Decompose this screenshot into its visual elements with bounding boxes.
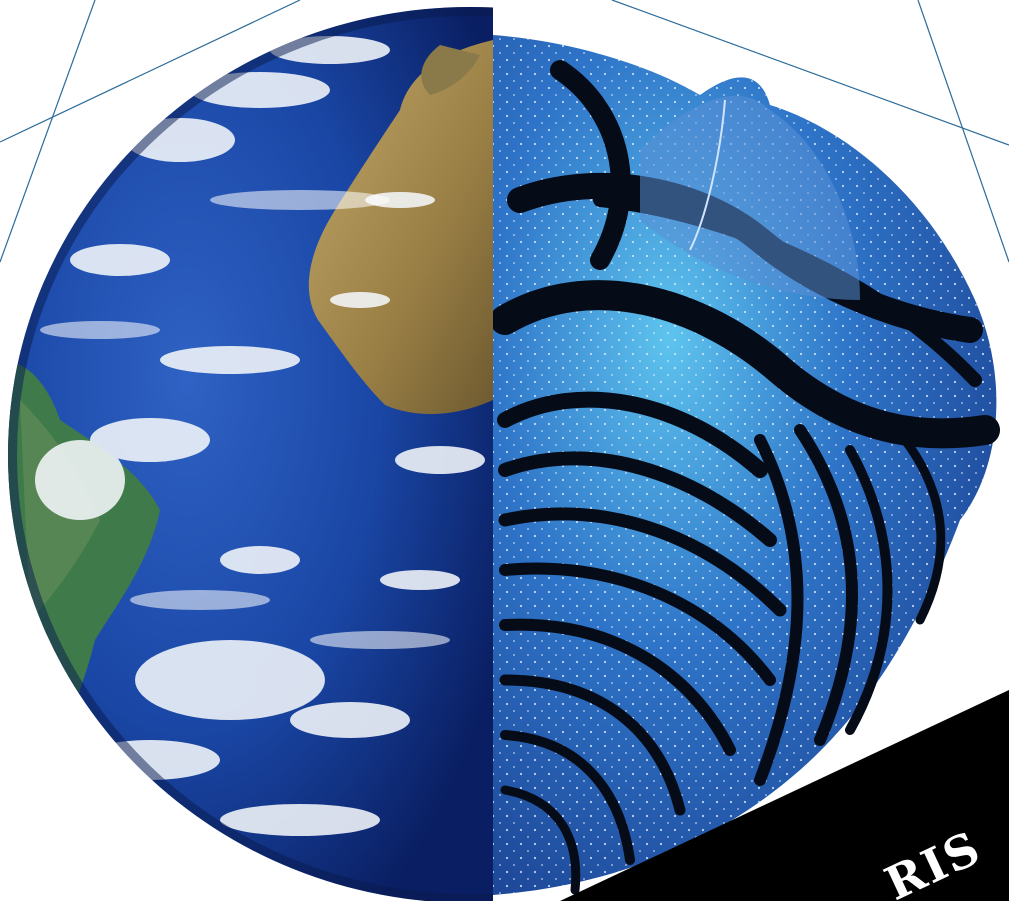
corner-banner: RIS [560,690,1009,901]
trilobite-fossil [490,35,1000,895]
frame-lines [0,0,1009,263]
